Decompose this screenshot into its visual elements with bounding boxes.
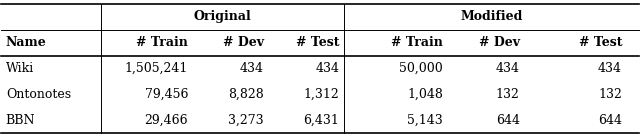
Text: 6,431: 6,431 — [303, 114, 339, 126]
Text: # Dev: # Dev — [223, 36, 264, 49]
Text: 3,273: 3,273 — [228, 114, 264, 126]
Text: 434: 434 — [240, 62, 264, 75]
Text: Wiki: Wiki — [6, 62, 34, 75]
Text: # Test: # Test — [579, 36, 622, 49]
Text: 644: 644 — [495, 114, 520, 126]
Text: 1,312: 1,312 — [303, 88, 339, 101]
Text: 434: 434 — [598, 62, 622, 75]
Text: 132: 132 — [598, 88, 622, 101]
Text: # Dev: # Dev — [479, 36, 520, 49]
Text: Ontonotes: Ontonotes — [6, 88, 71, 101]
Text: 434: 434 — [495, 62, 520, 75]
Text: 79,456: 79,456 — [145, 88, 188, 101]
Text: 434: 434 — [316, 62, 339, 75]
Text: # Test: # Test — [296, 36, 339, 49]
Text: # Train: # Train — [391, 36, 443, 49]
Text: # Train: # Train — [136, 36, 188, 49]
Text: Modified: Modified — [461, 11, 524, 23]
Text: 50,000: 50,000 — [399, 62, 443, 75]
Text: 29,466: 29,466 — [145, 114, 188, 126]
Text: 132: 132 — [496, 88, 520, 101]
Text: 8,828: 8,828 — [228, 88, 264, 101]
Text: 5,143: 5,143 — [407, 114, 443, 126]
Text: 644: 644 — [598, 114, 622, 126]
Text: Name: Name — [6, 36, 47, 49]
Text: 1,048: 1,048 — [407, 88, 443, 101]
Text: 1,505,241: 1,505,241 — [125, 62, 188, 75]
Text: Original: Original — [194, 11, 252, 23]
Text: BBN: BBN — [6, 114, 35, 126]
